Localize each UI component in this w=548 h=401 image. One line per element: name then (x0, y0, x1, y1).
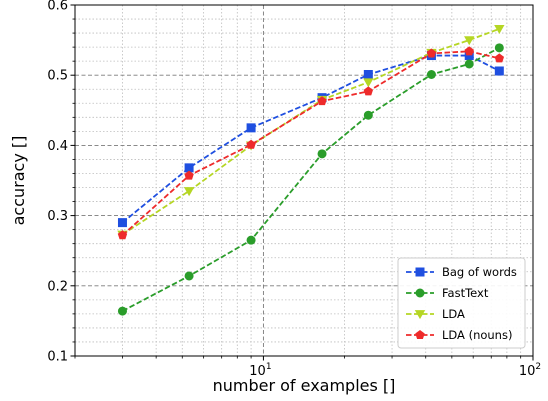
data-point (117, 230, 128, 240)
data-point (426, 69, 436, 79)
data-point (464, 51, 474, 61)
data-point (117, 306, 127, 316)
data-point (184, 271, 194, 281)
series-fasttext (117, 43, 504, 316)
data-point (117, 218, 127, 228)
legend-label: Bag of words (442, 265, 517, 279)
y-tick-label: 0.2 (47, 279, 68, 294)
data-point (317, 149, 327, 159)
data-point (183, 187, 195, 197)
legend-label: LDA (nouns) (442, 328, 512, 342)
legend-item: LDA (nouns) (406, 328, 512, 342)
y-tick-label: 0.6 (47, 0, 68, 14)
data-point (494, 43, 504, 53)
data-point (494, 24, 505, 35)
y-tick-label: 0.5 (47, 69, 68, 84)
x-axis-label: number of examples [] (213, 376, 396, 395)
series-line (121, 28, 500, 236)
legend-item: FastText (406, 286, 489, 300)
plot-frame (74, 4, 534, 357)
y-axis-label: accuracy [] (9, 136, 28, 226)
data-point (184, 170, 194, 180)
x-tick-label: 101 (249, 362, 271, 379)
legend-marker (414, 310, 426, 320)
y-tick-label: 0.1 (47, 350, 68, 365)
data-point (184, 163, 194, 173)
tick-labels: 0.1 0.2 0.3 0.4 0.5 0.6 101 102 (47, 0, 541, 379)
data-point (464, 59, 474, 69)
x-tick-label: 102 (519, 362, 541, 379)
series-line (121, 50, 500, 236)
legend-item: LDA (406, 307, 465, 321)
data-point (494, 66, 504, 76)
series-line (121, 54, 500, 224)
legend-item: Bag of words (406, 265, 517, 279)
data-point (426, 48, 437, 58)
data-point (246, 235, 256, 245)
data-point (363, 110, 373, 120)
series-lda-nouns (117, 46, 505, 240)
legend-marker (415, 288, 425, 298)
data-point (246, 123, 256, 133)
series-line (122, 47, 500, 312)
series-layer (117, 24, 505, 316)
minor-grid (74, 5, 533, 356)
axis-ticks (70, 4, 534, 361)
data-point (464, 36, 475, 46)
y-tick-label: 0.3 (47, 209, 68, 224)
data-point (363, 69, 373, 79)
legend-marker (415, 267, 425, 277)
data-point (363, 78, 374, 88)
legend: Bag of words FastText LDA LDA (nouns) (397, 257, 526, 349)
major-grid (75, 5, 533, 356)
data-point (246, 139, 256, 149)
legend-marker (415, 330, 425, 339)
legend-box (397, 257, 526, 349)
legend-label: FastText (442, 286, 489, 300)
data-point (464, 46, 474, 56)
data-point (363, 86, 374, 96)
data-point (317, 96, 327, 106)
y-tick-label: 0.4 (47, 139, 68, 154)
data-point (494, 53, 505, 63)
legend-label: LDA (442, 307, 465, 321)
series-bag-of-words (117, 51, 504, 228)
series-lda (117, 24, 505, 240)
